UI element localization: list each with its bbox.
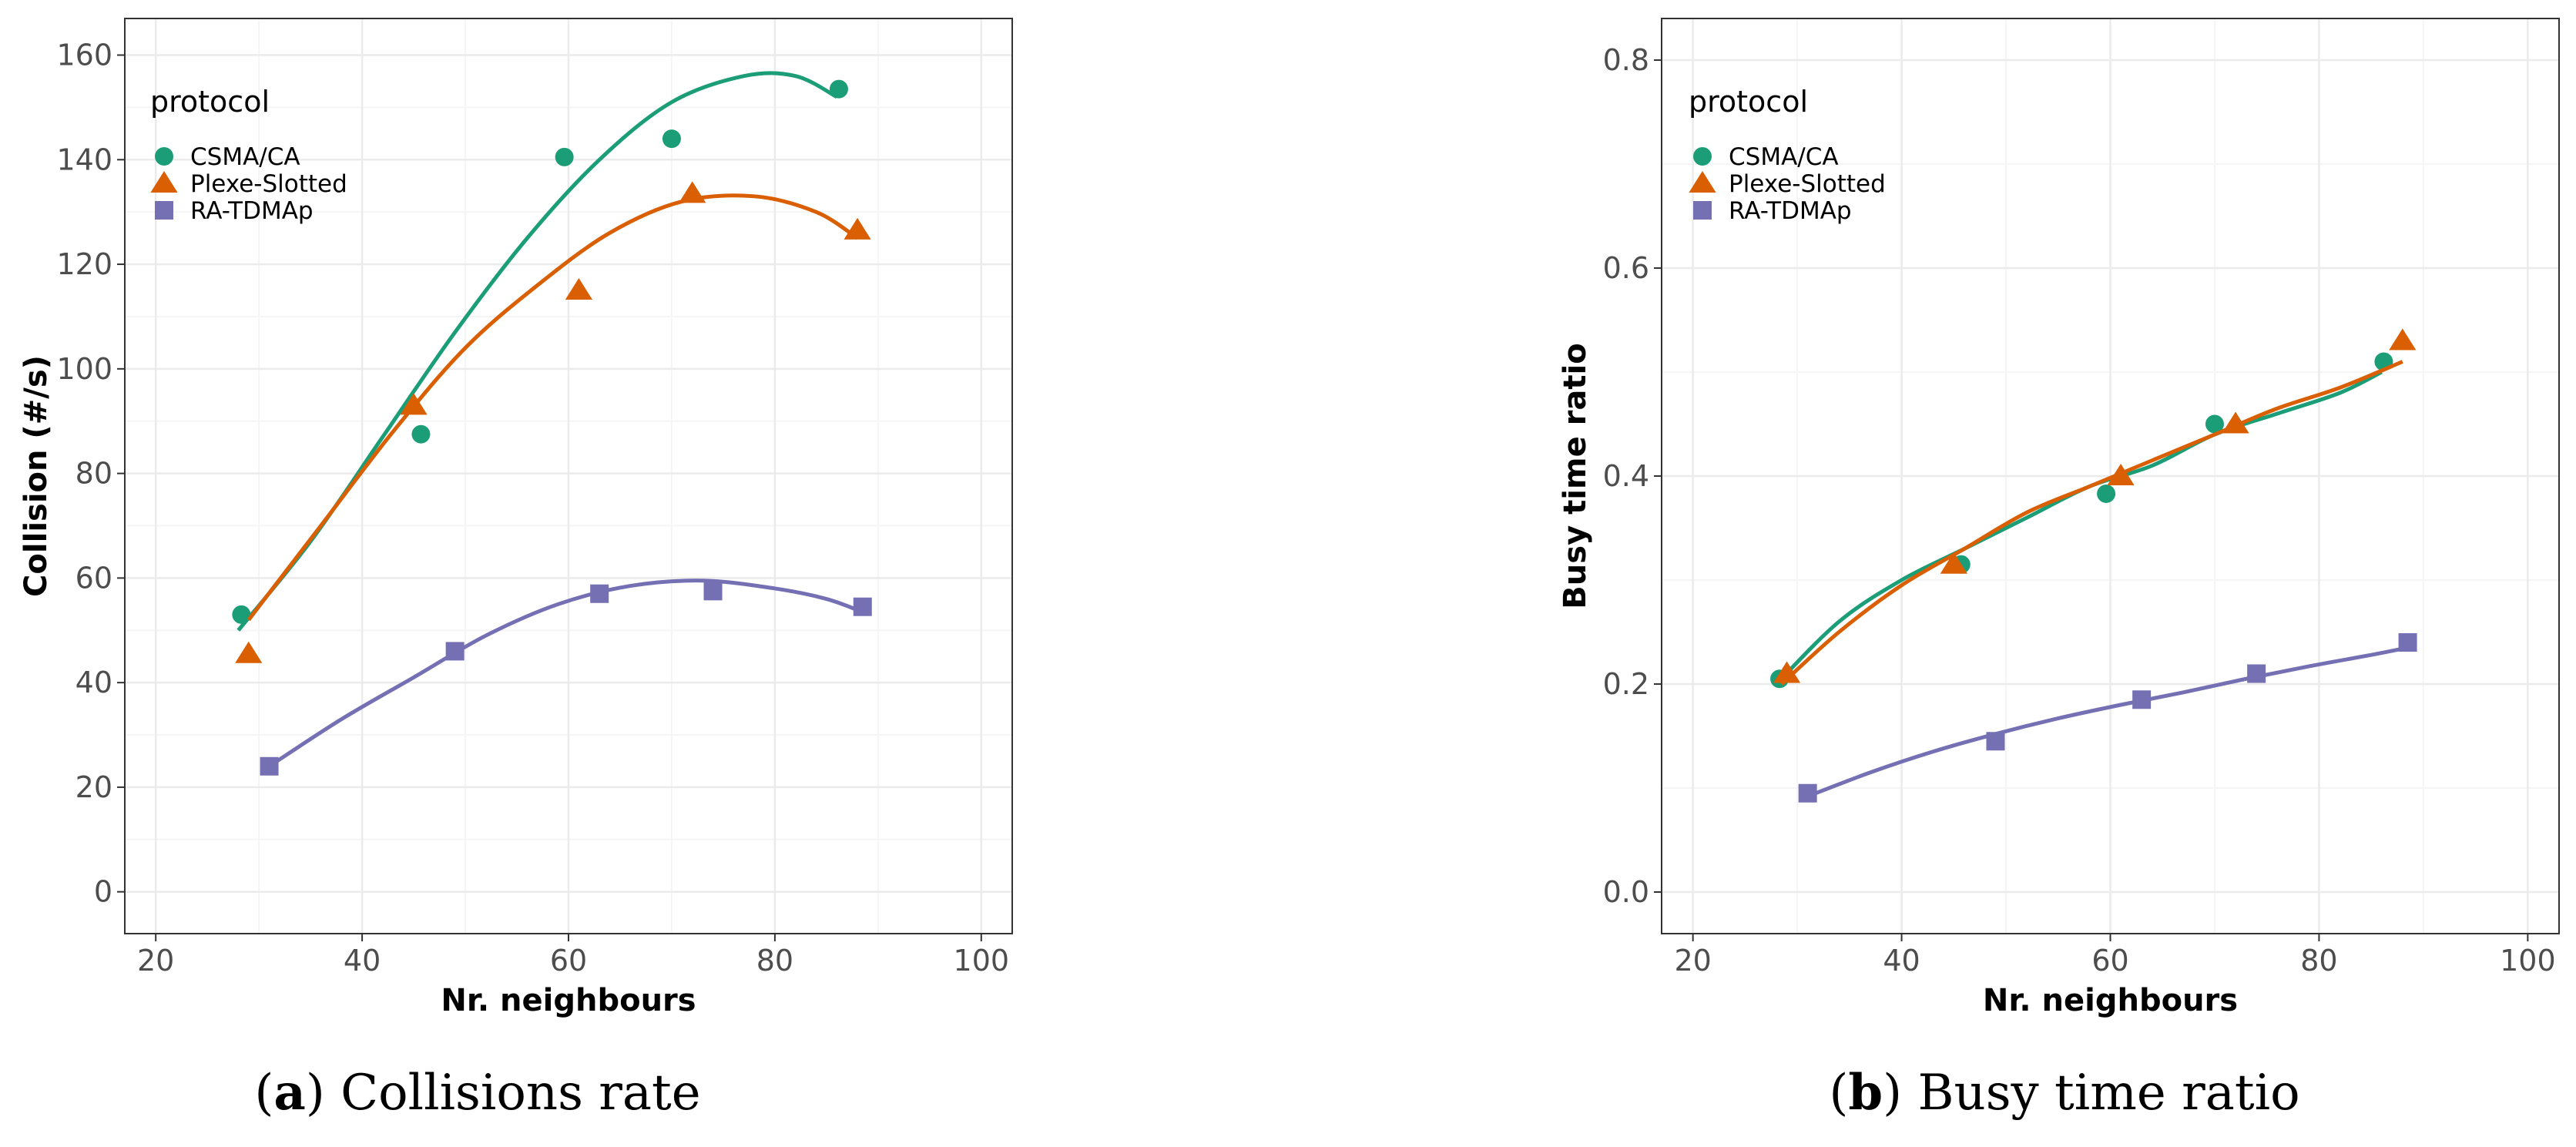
- y-tick-label: 40: [75, 666, 112, 699]
- caption-b-text: Busy time ratio: [1917, 1065, 2299, 1122]
- y-tick-label: 120: [56, 247, 112, 281]
- legend-key-ra-tdmap: [1693, 201, 1712, 220]
- legend-title: protocol: [150, 85, 270, 119]
- y-tick-label: 0.2: [1603, 667, 1649, 701]
- legend-label-csma-ca: CSMA/CA: [1729, 143, 1839, 171]
- data-point-plexe-slotted: [565, 278, 592, 300]
- caption-b: (b) Busy time ratio: [1829, 1064, 2299, 1122]
- legend-label-csma-ca: CSMA/CA: [190, 143, 300, 171]
- data-point-ra-tdmap: [703, 582, 723, 601]
- x-tick-label: 100: [954, 944, 1010, 978]
- data-point-ra-tdmap: [1986, 732, 2005, 751]
- x-tick-label: 80: [2300, 944, 2337, 978]
- collisions-rate-chart: 20 40 60 80 100 0 20 40 60 80 100 120 140 160 Nr. neig…: [18, 18, 1013, 1018]
- caption-a: (a) Collisions rate: [254, 1064, 700, 1122]
- x-axis-label: Nr. neighbours: [441, 983, 696, 1018]
- legend-label-plexe-slotted: Plexe-Slotted: [1729, 170, 1886, 198]
- data-point-plexe-slotted: [235, 641, 263, 663]
- x-tick-label: 80: [756, 944, 793, 978]
- x-tick-label: 20: [1674, 944, 1711, 978]
- busy-time-ratio-chart: 20 40 60 80 100 0.0 0.2 0.4 0.6 0.8 Nr. neighbours…: [1558, 18, 2560, 1018]
- x-tick-label: 40: [344, 944, 381, 978]
- fit-line-plexe-slotted: [247, 193, 859, 622]
- data-point-plexe-slotted: [1940, 552, 1967, 574]
- x-tick-label: 100: [2500, 944, 2556, 978]
- y-tick-label: 160: [56, 39, 112, 72]
- y-tick-label: 0.8: [1603, 43, 1649, 77]
- legend-title: protocol: [1689, 85, 1808, 119]
- y-tick-label: 60: [75, 561, 112, 595]
- data-point-plexe-slotted: [679, 181, 706, 203]
- data-point-ra-tdmap: [1798, 783, 1817, 803]
- data-point-ra-tdmap: [260, 756, 279, 776]
- fit-line-csma-ca: [236, 71, 838, 632]
- legend-key-csma-ca: [1693, 147, 1712, 166]
- fit-line-plexe-slotted: [1780, 360, 2403, 686]
- x-tick-label: 60: [550, 944, 587, 978]
- data-point-ra-tdmap: [590, 584, 609, 603]
- data-point-csma-ca: [555, 147, 574, 166]
- fit-line-ra-tdmap: [1806, 646, 2409, 799]
- data-point-plexe-slotted: [2107, 464, 2135, 485]
- caption-a-text: Collisions rate: [340, 1065, 701, 1122]
- legend-label-ra-tdmap: RA-TDMAp: [190, 197, 314, 225]
- data-point-ra-tdmap: [2132, 690, 2152, 709]
- y-tick-label: 0: [94, 875, 112, 909]
- data-point-ra-tdmap: [2398, 633, 2417, 652]
- y-tick-label: 0.6: [1603, 251, 1649, 285]
- x-axis-label: Nr. neighbours: [1983, 983, 2238, 1018]
- data-point-csma-ca: [2205, 414, 2224, 434]
- y-tick-label: 100: [56, 352, 112, 386]
- y-tick-label: 80: [75, 457, 112, 491]
- legend-label-plexe-slotted: Plexe-Slotted: [190, 170, 347, 198]
- data-point-ra-tdmap: [445, 642, 465, 661]
- data-point-plexe-slotted: [400, 393, 428, 415]
- data-point-csma-ca: [232, 605, 251, 624]
- data-point-csma-ca: [662, 129, 681, 149]
- data-point-csma-ca: [2097, 484, 2116, 503]
- data-point-plexe-slotted: [2389, 328, 2417, 350]
- data-point-csma-ca: [411, 424, 431, 444]
- data-point-ra-tdmap: [853, 597, 872, 616]
- legend-key-csma-ca: [155, 147, 173, 166]
- fit-line-ra-tdmap: [268, 579, 864, 768]
- y-tick-label: 20: [75, 770, 112, 804]
- x-tick-label: 20: [137, 944, 174, 978]
- caption-b-letter: b: [1848, 1064, 1883, 1122]
- y-tick-label: 0.0: [1603, 875, 1649, 909]
- caption-a-letter: a: [273, 1064, 305, 1122]
- data-point-ra-tdmap: [2247, 664, 2266, 683]
- legend-key-ra-tdmap: [155, 201, 173, 220]
- data-point-csma-ca: [829, 79, 848, 99]
- y-tick-label: 140: [56, 143, 112, 176]
- y-axis-label: Busy time ratio: [1558, 343, 1593, 609]
- y-tick-label: 0.4: [1603, 459, 1649, 493]
- y-axis-label: Collision (#/s): [18, 355, 54, 597]
- fit-line-csma-ca: [1775, 370, 2383, 686]
- legend-key-plexe-slotted: [1689, 171, 1716, 193]
- x-tick-label: 40: [1883, 944, 1920, 978]
- data-point-plexe-slotted: [844, 217, 871, 240]
- legend-label-ra-tdmap: RA-TDMAp: [1729, 197, 1852, 225]
- data-point-plexe-slotted: [1773, 661, 1801, 683]
- data-point-plexe-slotted: [2222, 411, 2249, 434]
- x-tick-label: 60: [2091, 944, 2128, 978]
- legend-key-plexe-slotted: [150, 171, 178, 193]
